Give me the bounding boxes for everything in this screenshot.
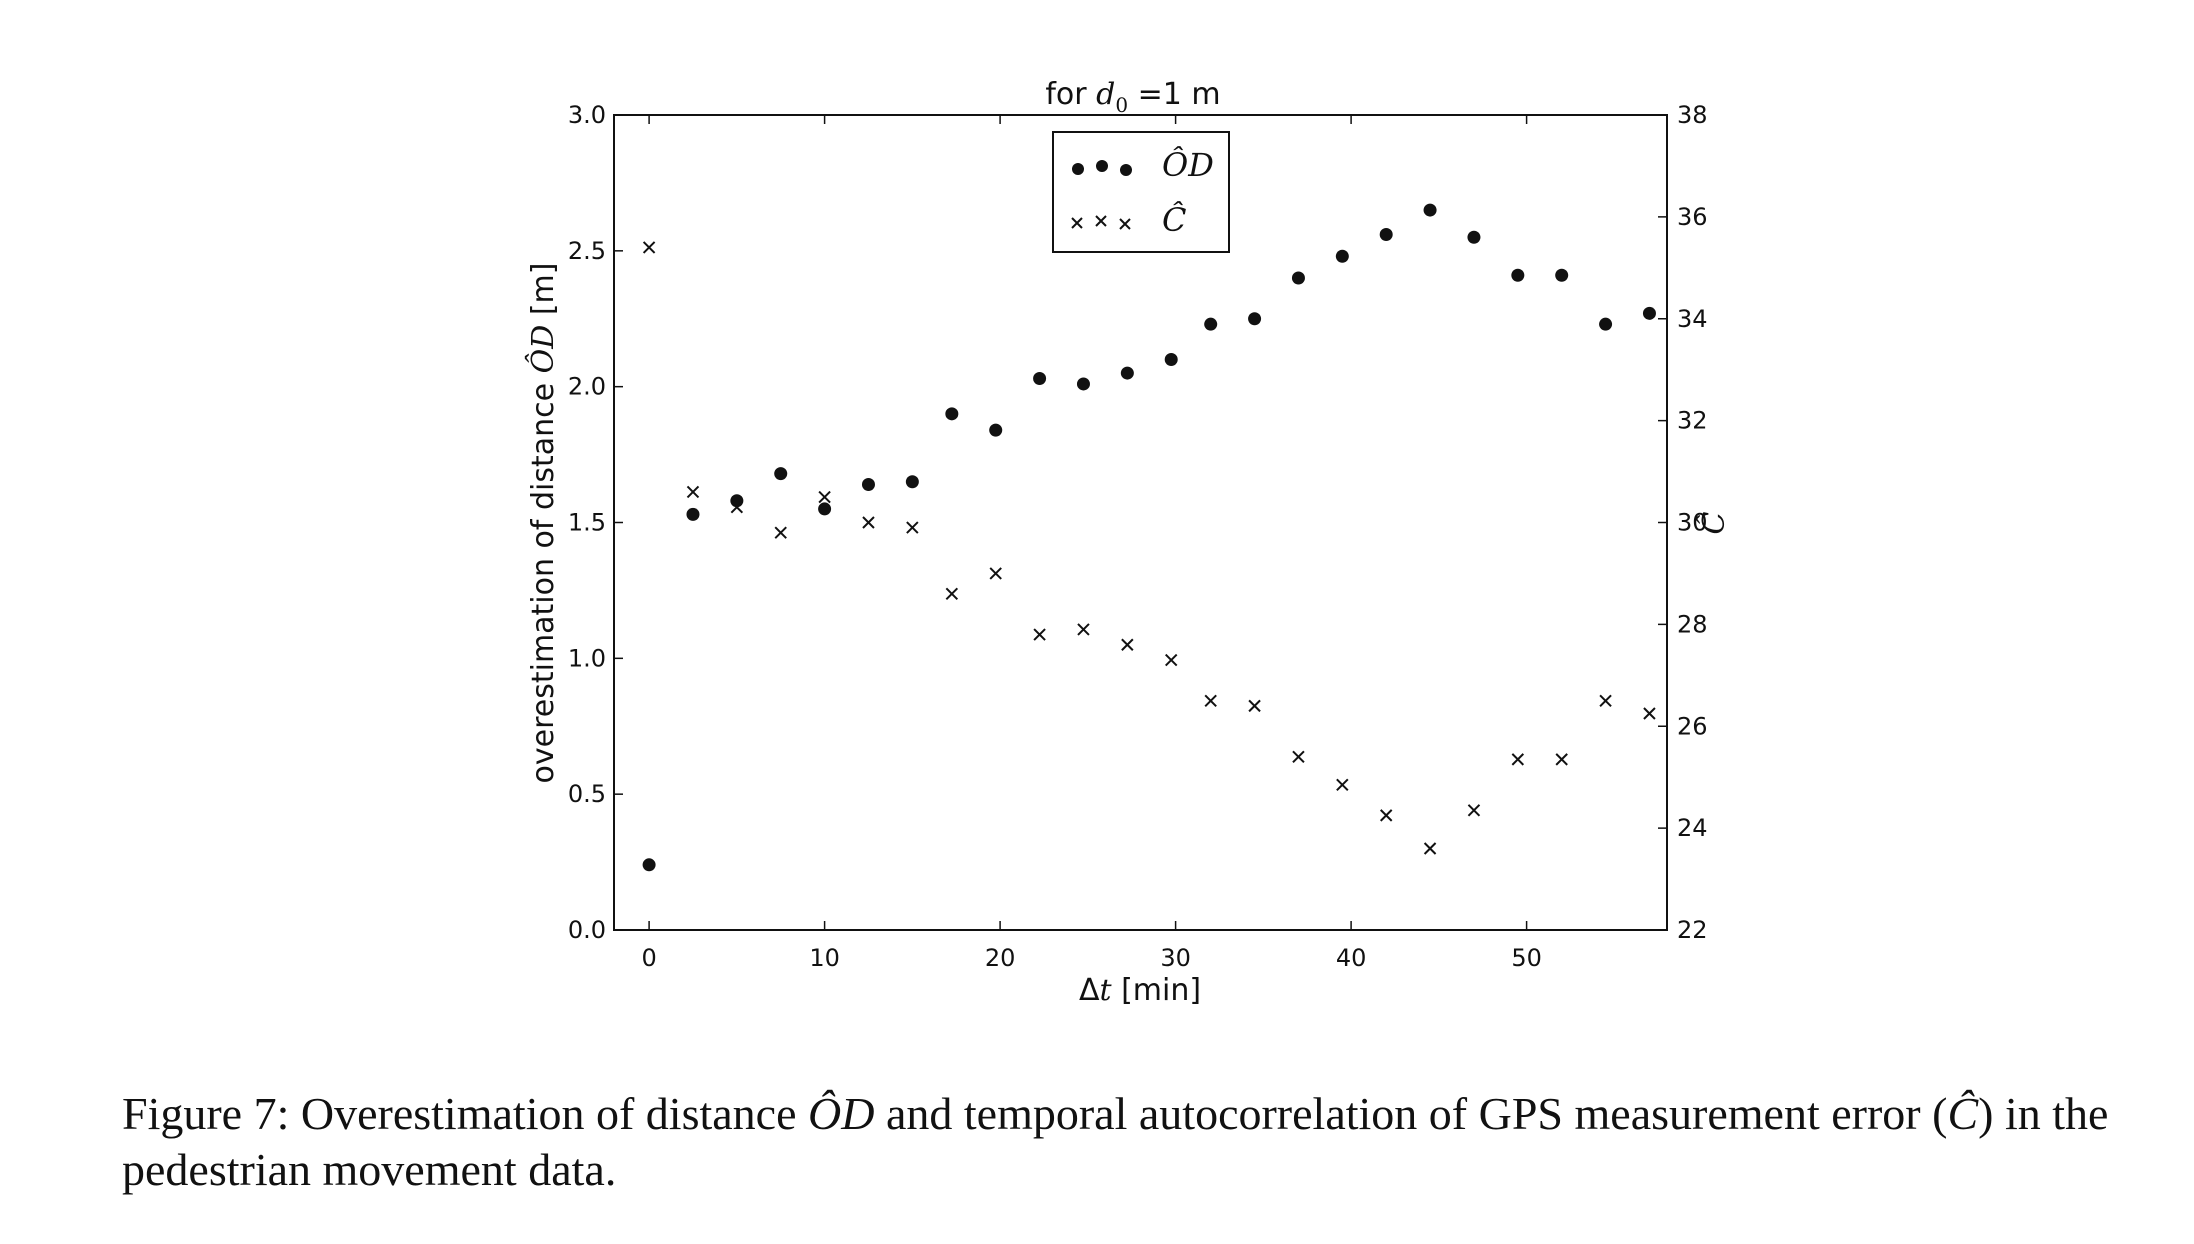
legend-marker-od <box>1096 160 1108 172</box>
data-point-c <box>1204 694 1217 707</box>
data-point-c <box>818 490 831 504</box>
data-point-c <box>1121 638 1134 651</box>
data-point-c <box>686 485 700 499</box>
data-point-c <box>1165 653 1178 667</box>
data-point-c <box>1248 699 1261 713</box>
data-point-c <box>1511 753 1525 766</box>
data-point-od <box>1642 306 1656 320</box>
data-point-c <box>1643 707 1656 720</box>
chart: for d0 =1 m 0 10 20 30 40 50 0.0 0.5 1.0 1.5 2.0 2.… <box>525 77 1732 1008</box>
data-point-od <box>774 467 788 481</box>
data-point-c <box>1599 694 1612 707</box>
data-point-od <box>1291 271 1305 285</box>
data-point-od <box>642 858 656 872</box>
x-tick-label: 20 <box>985 944 1016 972</box>
data-point-od <box>1076 377 1090 391</box>
data-point-c <box>1423 842 1437 855</box>
data-point-od <box>1423 203 1437 217</box>
ticks: 0 10 20 30 40 50 0.0 0.5 1.0 1.5 2.0 2.5 3.0 22 24 26 28… <box>568 101 1708 972</box>
y-tick-label-left: 2.5 <box>568 237 606 265</box>
series-od <box>642 203 1656 872</box>
legend-box <box>1052 131 1230 253</box>
data-point-od <box>818 502 832 516</box>
data-point-c <box>1292 750 1305 764</box>
data-point-od <box>1467 230 1481 244</box>
x-axis-label: Δt [min] <box>1079 973 1201 1008</box>
x-tick-label: 0 <box>641 944 656 972</box>
y-tick-label-right: 30 <box>1677 509 1708 537</box>
legend-marker-od <box>1120 164 1132 176</box>
data-point-c <box>1033 628 1046 641</box>
data-point-od <box>1164 353 1178 366</box>
y-tick-label-left: 3.0 <box>568 101 606 129</box>
data-point-c <box>730 501 744 514</box>
y-axis-label-right: Ĉ <box>1696 511 1732 534</box>
chart-title: for d0 =1 m <box>1045 77 1220 117</box>
data-point-od <box>945 407 959 421</box>
data-point-c <box>1336 778 1349 792</box>
data-point-c <box>1077 623 1090 636</box>
y-tick-label-right: 38 <box>1677 101 1708 129</box>
data-point-od <box>989 423 1003 437</box>
data-point-od <box>1335 249 1349 263</box>
data-point-od <box>1204 317 1218 331</box>
y-tick-label-right: 36 <box>1677 203 1708 231</box>
data-point-od <box>1033 372 1047 386</box>
y-tick-label-right: 32 <box>1677 407 1708 435</box>
series-c <box>642 241 1656 855</box>
data-point-c <box>862 516 875 529</box>
y-tick-label-right: 34 <box>1677 305 1708 333</box>
data-point-od <box>686 507 700 521</box>
legend-marker-od <box>1072 163 1084 175</box>
data-point-c <box>1379 809 1393 822</box>
figure-caption: Figure 7: Overestimation of distance ÔD … <box>122 1088 2109 1195</box>
legend: ÔD Ĉ <box>1052 131 1230 253</box>
data-point-c <box>906 521 919 534</box>
y-tick-label-left: 1.0 <box>568 644 606 672</box>
y-tick-label-right: 22 <box>1677 916 1708 944</box>
legend-label-od: ÔD <box>1162 146 1214 184</box>
y-tick-label-right: 24 <box>1677 814 1708 842</box>
y-axis-label-left: overestimation of distance ÔD [m] <box>525 263 561 784</box>
legend-marker-c <box>1071 215 1131 230</box>
data-point-c <box>1467 804 1481 817</box>
y-tick-label-left: 1.5 <box>568 509 606 537</box>
data-point-od <box>1379 228 1393 242</box>
data-point-c <box>774 526 787 539</box>
data-point-c <box>989 567 1002 580</box>
data-point-od <box>1599 317 1613 331</box>
y-tick-label-left: 0.0 <box>568 916 606 944</box>
data-point-c <box>1555 753 1568 766</box>
x-tick-label: 40 <box>1336 944 1367 972</box>
x-tick-label: 30 <box>1160 944 1191 972</box>
data-point-od <box>1120 366 1134 380</box>
data-point-c <box>945 587 959 601</box>
y-tick-label-right: 26 <box>1677 712 1708 740</box>
y-tick-label-left: 0.5 <box>568 780 606 808</box>
legend-label-c: Ĉ <box>1162 201 1186 239</box>
data-point-od <box>1248 312 1262 326</box>
x-tick-label: 10 <box>809 944 840 972</box>
x-tick-label: 50 <box>1511 944 1542 972</box>
y-tick-label-left: 2.0 <box>568 373 606 401</box>
data-point-c <box>642 241 656 254</box>
data-point-od <box>905 475 919 489</box>
data-point-od <box>1511 268 1525 282</box>
data-point-od <box>861 477 875 491</box>
y-tick-label-right: 28 <box>1677 610 1708 638</box>
data-point-od <box>730 494 744 508</box>
data-point-od <box>1555 268 1569 282</box>
